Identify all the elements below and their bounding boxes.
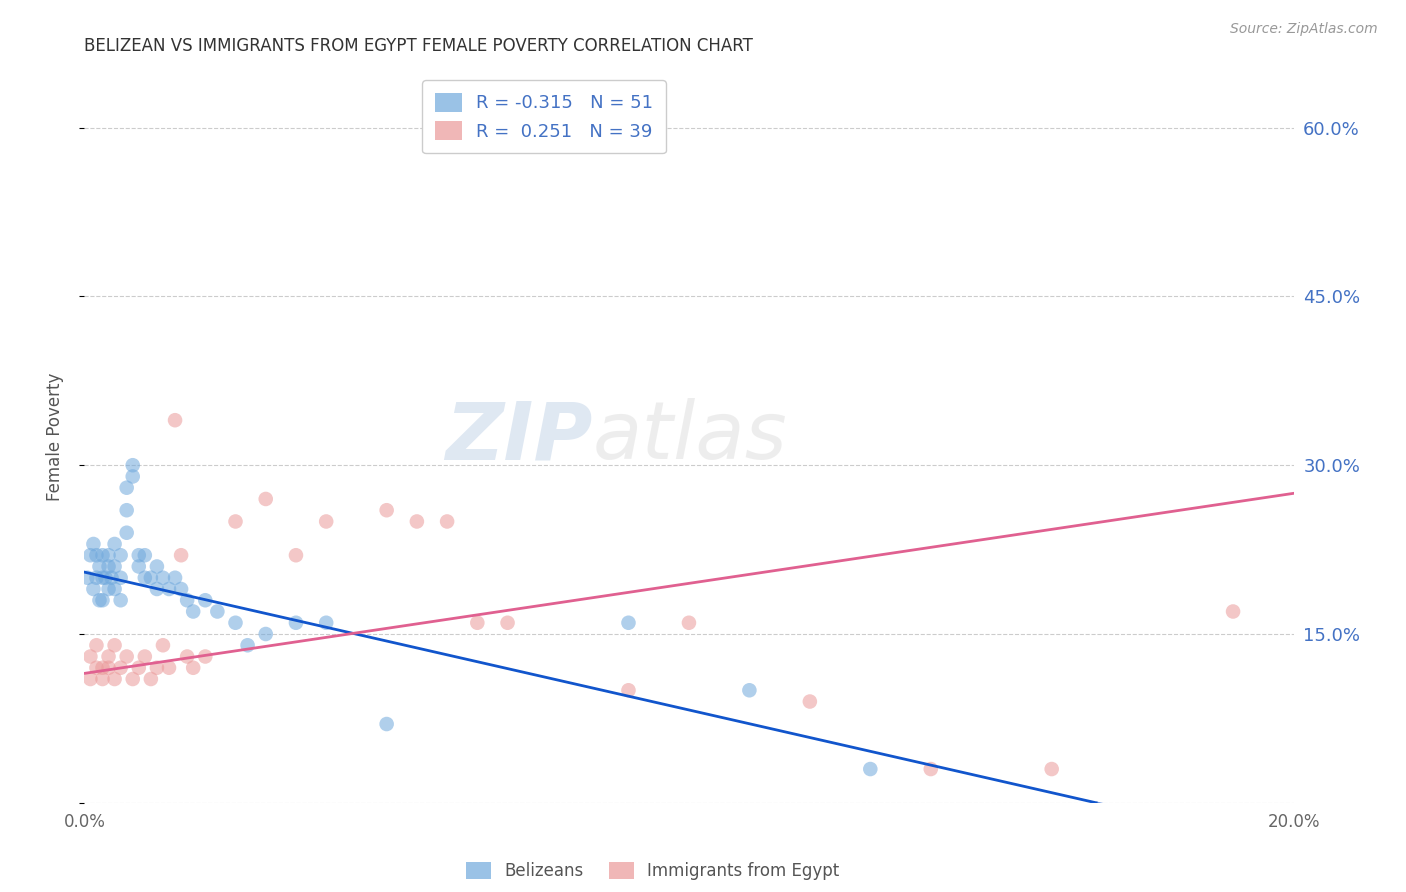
Point <box>97 559 120 574</box>
Point <box>254 491 277 506</box>
Point <box>207 605 229 619</box>
Point <box>157 582 180 596</box>
Point <box>115 481 138 495</box>
Y-axis label: Female Poverty: Female Poverty <box>45 373 63 501</box>
Point <box>115 503 138 517</box>
Legend: Belizeans, Immigrants from Egypt: Belizeans, Immigrants from Egypt <box>460 855 846 887</box>
Point <box>165 571 187 585</box>
Point <box>110 571 132 585</box>
Point <box>254 627 277 641</box>
Point <box>225 515 247 529</box>
Point <box>104 638 127 652</box>
Point <box>94 571 117 585</box>
Point <box>146 559 169 574</box>
Point <box>128 661 150 675</box>
Point <box>467 615 489 630</box>
Point <box>82 582 104 596</box>
Point <box>121 469 143 483</box>
Point <box>170 582 193 596</box>
Point <box>436 515 458 529</box>
Point <box>236 638 259 652</box>
Point <box>79 649 101 664</box>
Point <box>1222 605 1244 619</box>
Point <box>181 661 204 675</box>
Point <box>104 672 127 686</box>
Point <box>678 615 700 630</box>
Point <box>285 548 308 562</box>
Point <box>97 548 120 562</box>
Point <box>285 615 308 630</box>
Point <box>86 571 108 585</box>
Point <box>496 615 519 630</box>
Point <box>134 649 156 664</box>
Point <box>100 571 122 585</box>
Point <box>91 548 114 562</box>
Point <box>375 717 398 731</box>
Point <box>128 559 150 574</box>
Point <box>139 571 162 585</box>
Point <box>97 582 120 596</box>
Point <box>110 593 132 607</box>
Point <box>920 762 942 776</box>
Point <box>146 582 169 596</box>
Point <box>104 537 127 551</box>
Point <box>76 571 98 585</box>
Point <box>128 548 150 562</box>
Point <box>115 525 138 540</box>
Point <box>104 559 127 574</box>
Point <box>97 649 120 664</box>
Point <box>152 638 174 652</box>
Point <box>146 661 169 675</box>
Point <box>859 762 882 776</box>
Point <box>89 593 111 607</box>
Point <box>121 458 143 473</box>
Point <box>799 694 821 708</box>
Point <box>139 672 162 686</box>
Point <box>97 661 120 675</box>
Point <box>91 661 114 675</box>
Point <box>315 515 337 529</box>
Point <box>79 548 101 562</box>
Text: ZIP: ZIP <box>444 398 592 476</box>
Point <box>617 683 640 698</box>
Point <box>406 515 429 529</box>
Point <box>738 683 761 698</box>
Point <box>134 548 156 562</box>
Point <box>176 649 198 664</box>
Point <box>89 559 111 574</box>
Text: atlas: atlas <box>592 398 787 476</box>
Point <box>86 548 108 562</box>
Point <box>225 615 247 630</box>
Point <box>110 661 132 675</box>
Point <box>617 615 640 630</box>
Point <box>157 661 180 675</box>
Point <box>181 605 204 619</box>
Text: BELIZEAN VS IMMIGRANTS FROM EGYPT FEMALE POVERTY CORRELATION CHART: BELIZEAN VS IMMIGRANTS FROM EGYPT FEMALE… <box>84 37 754 54</box>
Point <box>86 638 108 652</box>
Point <box>79 672 101 686</box>
Point <box>91 672 114 686</box>
Point <box>176 593 198 607</box>
Text: Source: ZipAtlas.com: Source: ZipAtlas.com <box>1230 22 1378 37</box>
Point <box>152 571 174 585</box>
Point <box>375 503 398 517</box>
Point <box>165 413 187 427</box>
Point <box>315 615 337 630</box>
Point <box>115 649 138 664</box>
Point <box>194 593 217 607</box>
Point <box>104 582 127 596</box>
Point <box>110 548 132 562</box>
Point <box>1040 762 1063 776</box>
Point <box>194 649 217 664</box>
Point <box>86 661 108 675</box>
Point <box>134 571 156 585</box>
Point <box>170 548 193 562</box>
Point <box>82 537 104 551</box>
Point <box>91 571 114 585</box>
Point <box>121 672 143 686</box>
Point <box>91 593 114 607</box>
